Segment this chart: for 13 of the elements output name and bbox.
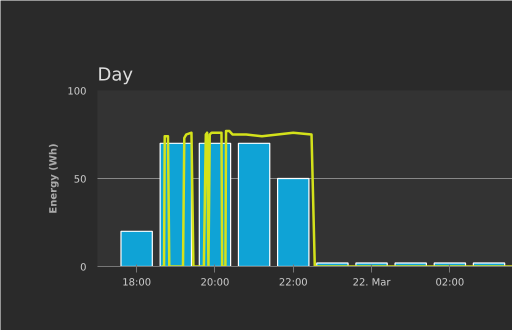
x-tick-label: 22. Mar <box>352 278 392 288</box>
y-tick-label: 0 <box>80 262 87 274</box>
y-tick-label: 50 <box>74 174 87 186</box>
y-axis-title: Energy (Wh) <box>48 143 60 214</box>
x-tick-label: 22:00 <box>278 278 308 288</box>
bar <box>238 142 270 266</box>
bar <box>120 230 153 266</box>
chart-title: Day <box>98 64 134 86</box>
x-tick-label: 20:00 <box>200 278 230 288</box>
x-tick-label: 18:00 <box>122 278 152 288</box>
y-tick-label: 100 <box>67 86 87 98</box>
bar <box>276 178 310 266</box>
x-tick-label: 02:00 <box>435 278 464 288</box>
